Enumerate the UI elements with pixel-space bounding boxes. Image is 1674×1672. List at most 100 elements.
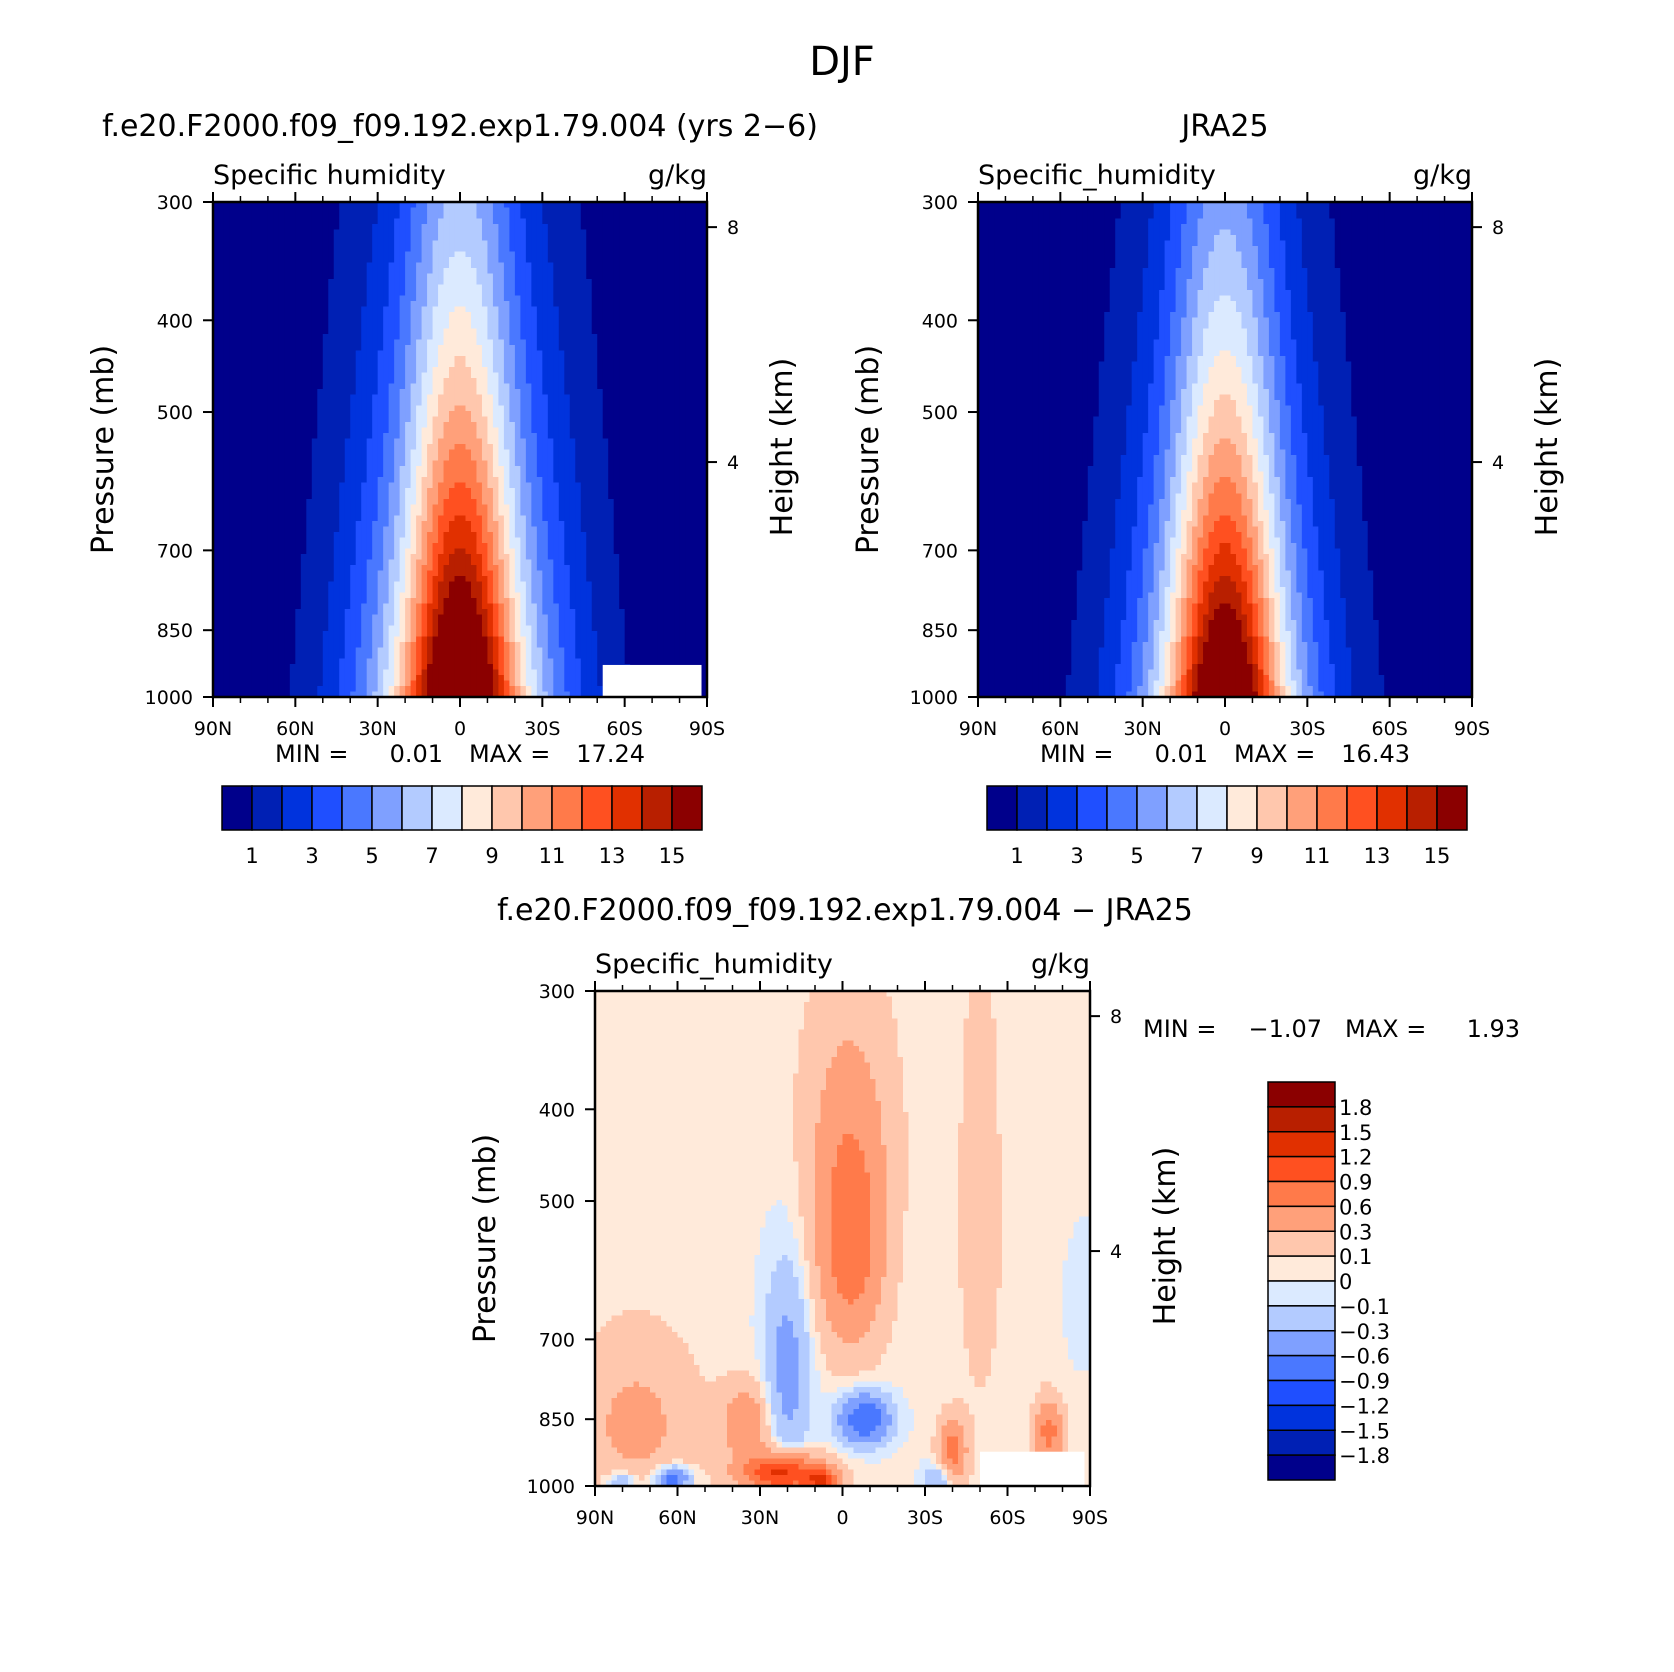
field-cell bbox=[355, 262, 362, 269]
field-cell bbox=[311, 422, 318, 429]
field-cell bbox=[580, 389, 587, 396]
field-cell bbox=[223, 438, 231, 445]
field-cell bbox=[295, 345, 302, 352]
field-cell bbox=[470, 449, 478, 456]
field-cell bbox=[388, 367, 395, 374]
field-cell bbox=[443, 482, 450, 489]
field-cell bbox=[333, 482, 340, 489]
field-cell bbox=[531, 405, 538, 412]
field-cell bbox=[333, 488, 340, 495]
field-cell bbox=[388, 416, 395, 423]
field-cell bbox=[536, 273, 543, 280]
field-cell bbox=[234, 224, 242, 231]
field-cell bbox=[525, 202, 532, 209]
field-cell bbox=[679, 372, 686, 379]
field-cell bbox=[245, 328, 253, 335]
field-cell bbox=[267, 207, 274, 214]
field-cell bbox=[586, 328, 593, 335]
field-cell bbox=[355, 257, 362, 264]
field-cell bbox=[213, 422, 220, 429]
field-cell bbox=[427, 405, 434, 412]
field-cell bbox=[602, 295, 609, 302]
field-cell bbox=[652, 345, 659, 352]
field-cell bbox=[438, 317, 445, 324]
field-cell bbox=[503, 411, 510, 418]
field-cell bbox=[218, 378, 225, 385]
field-cell bbox=[624, 339, 631, 346]
field-cell bbox=[322, 493, 329, 500]
field-cell bbox=[284, 471, 291, 478]
field-cell bbox=[547, 482, 554, 489]
field-cell bbox=[696, 273, 703, 280]
field-cell bbox=[443, 361, 450, 368]
field-cell bbox=[481, 268, 489, 275]
field-cell bbox=[449, 213, 456, 220]
field-cell bbox=[223, 224, 231, 231]
field-cell bbox=[421, 235, 428, 242]
field-cell bbox=[427, 312, 434, 319]
field-cell bbox=[503, 251, 510, 258]
field-cell bbox=[328, 213, 335, 220]
field-cell bbox=[213, 207, 220, 214]
field-cell bbox=[520, 356, 527, 363]
field-cell bbox=[295, 427, 302, 434]
field-cell bbox=[531, 262, 538, 269]
field-cell bbox=[470, 378, 478, 385]
field-cell bbox=[213, 317, 220, 324]
field-cell bbox=[427, 295, 434, 302]
field-cell bbox=[465, 339, 472, 346]
field-cell bbox=[284, 482, 291, 489]
field-cell bbox=[421, 411, 428, 418]
field-cell bbox=[575, 334, 582, 341]
field-cell bbox=[696, 488, 703, 495]
field-cell bbox=[366, 229, 373, 236]
field-cell bbox=[635, 356, 642, 363]
field-cell bbox=[476, 224, 483, 231]
field-cell bbox=[553, 482, 560, 489]
field-cell bbox=[476, 444, 483, 451]
field-cell bbox=[218, 394, 225, 401]
field-cell bbox=[701, 312, 707, 319]
field-cell bbox=[432, 262, 439, 269]
field-cell bbox=[245, 400, 253, 407]
field-cell bbox=[454, 449, 461, 456]
field-cell bbox=[564, 251, 571, 258]
field-cell bbox=[492, 356, 500, 363]
field-cell bbox=[355, 345, 362, 352]
field-cell bbox=[668, 268, 675, 275]
field-cell bbox=[564, 339, 571, 346]
field-cell bbox=[383, 268, 390, 275]
field-cell bbox=[696, 268, 703, 275]
field-cell bbox=[602, 339, 609, 346]
field-cell bbox=[251, 334, 258, 341]
field-cell bbox=[487, 433, 494, 440]
field-cell bbox=[355, 312, 362, 319]
field-cell bbox=[229, 273, 236, 280]
field-cell bbox=[652, 394, 659, 401]
field-cell bbox=[421, 438, 428, 445]
field-cell bbox=[685, 367, 692, 374]
field-cell bbox=[234, 466, 242, 473]
field-cell bbox=[416, 306, 423, 313]
field-cell bbox=[240, 213, 247, 220]
field-cell bbox=[377, 488, 384, 495]
field-cell bbox=[470, 284, 478, 291]
field-cell bbox=[619, 229, 626, 236]
field-cell bbox=[449, 240, 456, 247]
field-cell bbox=[306, 367, 313, 374]
field-cell bbox=[668, 466, 675, 473]
field-cell bbox=[547, 471, 554, 478]
field-cell bbox=[525, 257, 532, 264]
field-cell bbox=[449, 460, 456, 467]
field-cell bbox=[449, 251, 456, 258]
field-cell bbox=[355, 411, 362, 418]
field-cell bbox=[278, 240, 285, 247]
field-cell bbox=[487, 361, 494, 368]
field-cell bbox=[575, 306, 582, 313]
field-cell bbox=[218, 361, 225, 368]
field-cell bbox=[487, 295, 494, 302]
field-cell bbox=[300, 504, 307, 511]
field-cell bbox=[262, 499, 269, 506]
field-cell bbox=[361, 427, 368, 434]
field-cell bbox=[234, 422, 242, 429]
